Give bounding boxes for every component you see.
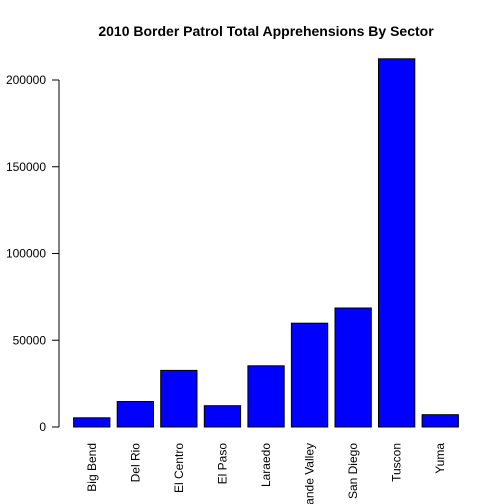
y-tick-label: 200000 [6, 73, 46, 87]
bars [73, 58, 459, 428]
x-category-label: Big Bend [85, 443, 99, 492]
x-category-label: Rio Grande Valley [303, 443, 317, 504]
x-category-label: Yuma [433, 443, 447, 474]
x-category-label: San Diego [346, 443, 360, 499]
y-tick-label: 50000 [13, 333, 47, 347]
y-tick-label: 100000 [6, 247, 46, 261]
bar-rio-grande-valley [290, 322, 329, 428]
bar-el-centro [160, 369, 198, 428]
bar-laraedo [247, 365, 285, 428]
x-category-label: El Paso [215, 443, 229, 485]
x-category-label: Tuscon [390, 443, 404, 482]
y-axis: 0 50000 100000 150000 200000 [6, 73, 60, 434]
bar-big-bend [73, 417, 111, 428]
x-axis-labels: Big Bend Del Rio El Centro El Paso Laraedo Ri… [85, 443, 447, 504]
bar-yuma [421, 414, 459, 428]
y-tick-label: 150000 [6, 160, 46, 174]
x-category-label: El Centro [172, 443, 186, 493]
x-category-label: Laraedo [259, 443, 273, 487]
bar-tuscon [378, 58, 416, 428]
bar-el-paso [203, 405, 242, 428]
bar-san-diego [334, 307, 372, 428]
x-category-label: Del Rio [128, 443, 142, 483]
chart-title: 2010 Border Patrol Total Apprehensions B… [98, 23, 434, 39]
y-tick-label: 0 [39, 420, 46, 434]
bar-del-rio [116, 401, 154, 428]
